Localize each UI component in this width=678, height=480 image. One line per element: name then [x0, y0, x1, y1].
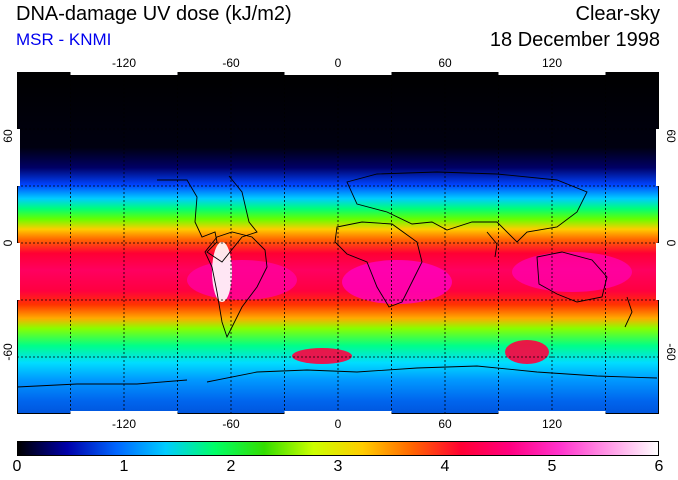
lat-tick-left: 0	[1, 239, 15, 247]
lat-tick-right: -60	[664, 343, 678, 361]
antarctic-high-dose	[505, 340, 549, 364]
lon-tick-bottom: 120	[541, 417, 563, 431]
lon-tick-top: 60	[438, 56, 452, 70]
colorbar-label: 1	[119, 458, 129, 475]
colorbar-label: 6	[654, 458, 664, 475]
uv-dose-map	[17, 72, 659, 414]
high-dose-region	[342, 260, 452, 304]
lat-tick-left: -60	[1, 343, 15, 361]
lon-tick-bottom: 0	[334, 417, 342, 431]
high-dose-region	[187, 260, 297, 300]
lon-tick-top: -60	[222, 56, 240, 70]
colorbar-label: 5	[547, 458, 557, 475]
colorbar-label: 2	[226, 458, 236, 475]
graticule	[17, 72, 659, 414]
lon-tick-bottom: -120	[111, 417, 137, 431]
antarctic-high-dose	[292, 348, 352, 364]
peak-dose-region	[212, 242, 232, 302]
lon-tick-top: 0	[334, 56, 342, 70]
sky-condition: Clear-sky	[575, 3, 660, 25]
colorbar-label: 0	[12, 458, 22, 475]
lon-tick-bottom: 60	[438, 417, 452, 431]
lon-tick-top: 120	[541, 56, 563, 70]
source-label: MSR - KNMI	[16, 30, 112, 49]
high-dose-region	[512, 252, 632, 292]
lat-tick-left: 60	[1, 129, 15, 143]
lat-tick-right: 0	[664, 239, 678, 247]
lon-tick-top: -120	[111, 56, 137, 70]
map-date: 18 December 1998	[489, 29, 660, 51]
lat-tick-right: 60	[664, 129, 678, 143]
coastlines	[17, 171, 658, 388]
frame-ticks	[17, 72, 659, 414]
colorbar-label: 3	[333, 458, 343, 475]
colorbar	[17, 441, 659, 456]
colorbar-label: 4	[440, 458, 450, 475]
lon-tick-bottom: -60	[222, 417, 240, 431]
map-title: DNA-damage UV dose (kJ/m2)	[16, 3, 292, 25]
